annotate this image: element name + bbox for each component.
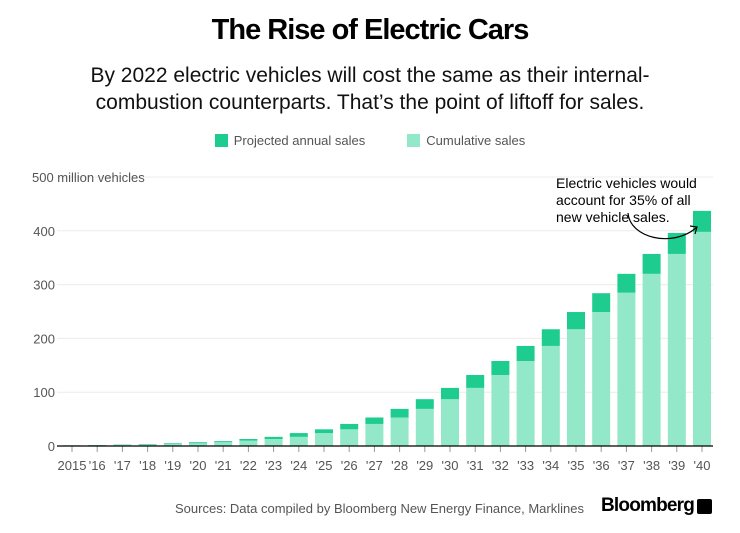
x-tick-label: '22 <box>240 458 257 473</box>
bar-segment <box>390 408 409 418</box>
legend-swatch <box>214 134 228 147</box>
x-tick-label: '23 <box>265 458 282 473</box>
x-tick-label: '31 <box>467 458 484 473</box>
y-axis-label: 500 million vehicles <box>32 170 145 185</box>
x-tick-label: '35 <box>568 458 585 473</box>
bar-segment <box>239 439 258 441</box>
x-tick-label: '29 <box>416 458 433 473</box>
annotation-text: new vehicle sales. <box>556 209 670 225</box>
bar-segment <box>567 312 585 330</box>
bar-segment <box>163 444 182 446</box>
x-tick-label: '17 <box>114 458 131 473</box>
legend-item-cumulative: Cumulative sales <box>407 133 525 148</box>
bar-segment <box>315 433 333 446</box>
bar-segment <box>466 374 485 388</box>
x-tick-label: '24 <box>290 458 307 473</box>
x-tick-label: '19 <box>164 458 181 473</box>
annotation-arrow <box>627 212 697 240</box>
bar-segment <box>214 442 233 446</box>
y-tick-label: 300 <box>33 278 55 293</box>
bar-segment <box>567 329 585 446</box>
logo-icon <box>697 498 713 514</box>
bar-segment <box>617 292 636 446</box>
logo-text: Bloomberg <box>601 495 695 516</box>
x-tick-label: 2015 <box>58 458 87 473</box>
bar-segment <box>264 436 283 440</box>
bar-segment <box>642 273 661 446</box>
x-tick-label: '34 <box>542 458 559 473</box>
bar-segment <box>189 442 207 444</box>
bar-segment <box>491 374 510 446</box>
x-tick-label: '21 <box>215 458 232 473</box>
bar-segment <box>441 387 459 400</box>
x-tick-label: '32 <box>492 458 509 473</box>
bar-segment <box>592 312 611 446</box>
bar-segment <box>365 417 384 424</box>
bar-segment <box>667 253 686 446</box>
bar-segment <box>390 417 409 446</box>
x-tick-label: '33 <box>517 458 534 473</box>
annotation-text: account for 35% of all <box>556 192 691 208</box>
subtitle-line: By 2022 electric vehicles will cost the … <box>90 64 650 87</box>
source-note: Sources: Data compiled by Bloomberg New … <box>175 501 584 516</box>
bar-segment <box>340 429 359 446</box>
x-tick-label: '26 <box>341 458 358 473</box>
bar-segment <box>441 399 459 446</box>
bar-segment <box>365 423 384 446</box>
bar-segment <box>415 399 434 409</box>
x-tick-label: '36 <box>593 458 610 473</box>
x-tick-label: '16 <box>89 458 106 473</box>
bar-segment <box>466 387 485 446</box>
y-tick-label: 400 <box>33 224 55 239</box>
bar-segment <box>264 439 283 446</box>
subtitle-line: combustion counterparts. That’s the poin… <box>95 91 645 114</box>
y-tick-label: 200 <box>33 331 55 346</box>
bar-segment <box>289 436 308 446</box>
y-tick-label: 0 <box>48 439 55 454</box>
bar-segment <box>642 253 661 274</box>
bar-segment <box>491 360 510 375</box>
legend: Projected annual sales Cumulative sales <box>0 133 740 148</box>
x-tick-label: '25 <box>316 458 333 473</box>
bar-segment <box>214 441 233 443</box>
bar-segment <box>315 429 333 434</box>
x-tick-label: '20 <box>190 458 207 473</box>
bar-segment <box>239 440 258 446</box>
bar-segment <box>138 444 157 446</box>
legend-label: Cumulative sales <box>426 133 526 148</box>
x-tick-label: '30 <box>442 458 459 473</box>
arrowhead-icon <box>689 225 698 235</box>
bar-segment <box>138 444 157 445</box>
x-tick-label: '28 <box>391 458 408 473</box>
bar-segment <box>289 433 308 437</box>
x-tick-label: '39 <box>668 458 685 473</box>
x-tick-label: '37 <box>618 458 635 473</box>
bar-segment <box>516 345 535 361</box>
bar-segment <box>617 273 636 293</box>
x-tick-label: '27 <box>366 458 383 473</box>
bar-segment <box>163 443 182 445</box>
x-tick-label: '40 <box>694 458 711 473</box>
bar-segment <box>340 423 359 430</box>
bar-segment <box>516 360 535 446</box>
y-tick-label: 100 <box>33 385 55 400</box>
bloomberg-logo: Bloomberg <box>601 495 713 517</box>
bar-segment <box>415 408 434 446</box>
bar-segment <box>592 293 611 313</box>
chart-subtitle: By 2022 electric vehicles will cost the … <box>40 62 700 116</box>
chart-title: The Rise of Electric Cars <box>211 14 530 46</box>
x-tick-label: '38 <box>643 458 660 473</box>
legend-label: Projected annual sales <box>233 133 366 148</box>
bar-segment <box>693 231 711 446</box>
bar-segment <box>189 443 207 446</box>
bar-segment <box>541 345 560 446</box>
x-tick-label: '18 <box>139 458 156 473</box>
legend-swatch <box>407 134 421 147</box>
annotation-text: Electric vehicles would <box>556 175 697 191</box>
legend-item-annual: Projected annual sales <box>214 133 366 148</box>
bar-segment <box>541 329 560 346</box>
